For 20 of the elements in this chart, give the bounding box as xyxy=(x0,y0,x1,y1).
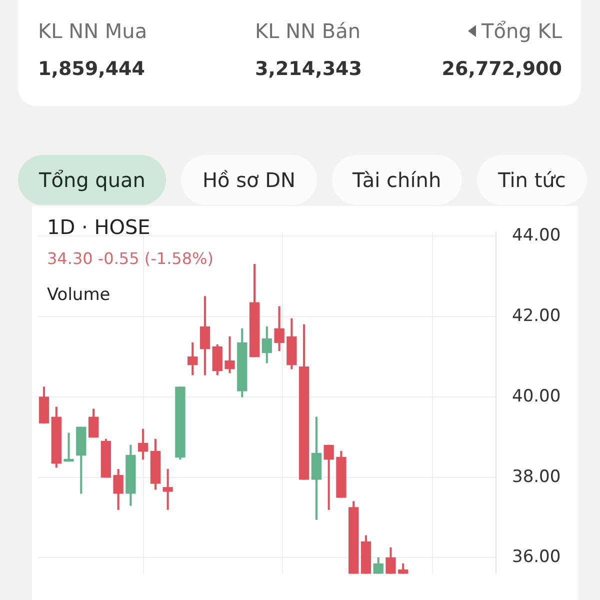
y-tick-label: 40.00 xyxy=(512,386,561,406)
y-tick-label: 42.00 xyxy=(512,306,561,326)
annotation: Volume xyxy=(47,285,110,305)
tab[interactable]: Hồ sơ DN xyxy=(181,155,316,205)
y-tick-label: 44.00 xyxy=(512,226,561,246)
y-tick-label: 38.00 xyxy=(512,466,561,487)
text: 26,772,900 xyxy=(442,57,562,81)
text: 1,859,444 xyxy=(38,57,146,81)
tab[interactable]: Tin tức xyxy=(477,155,587,205)
chart-title: 1D · HOSE xyxy=(47,215,150,239)
text: 34.30 -0.55 (-1.58%) xyxy=(47,249,214,269)
candlestick xyxy=(64,432,74,462)
text: KL NN Mua xyxy=(38,19,148,43)
text: Tổng KL xyxy=(480,19,562,43)
tab[interactable]: Tổng quan xyxy=(18,155,166,205)
text: KL NN Bán xyxy=(255,19,362,43)
tab[interactable]: Tài chính xyxy=(332,155,462,205)
candlestick xyxy=(224,336,235,374)
y-tick-label: 36.00 xyxy=(512,547,561,568)
text: 3,214,343 xyxy=(255,57,362,81)
